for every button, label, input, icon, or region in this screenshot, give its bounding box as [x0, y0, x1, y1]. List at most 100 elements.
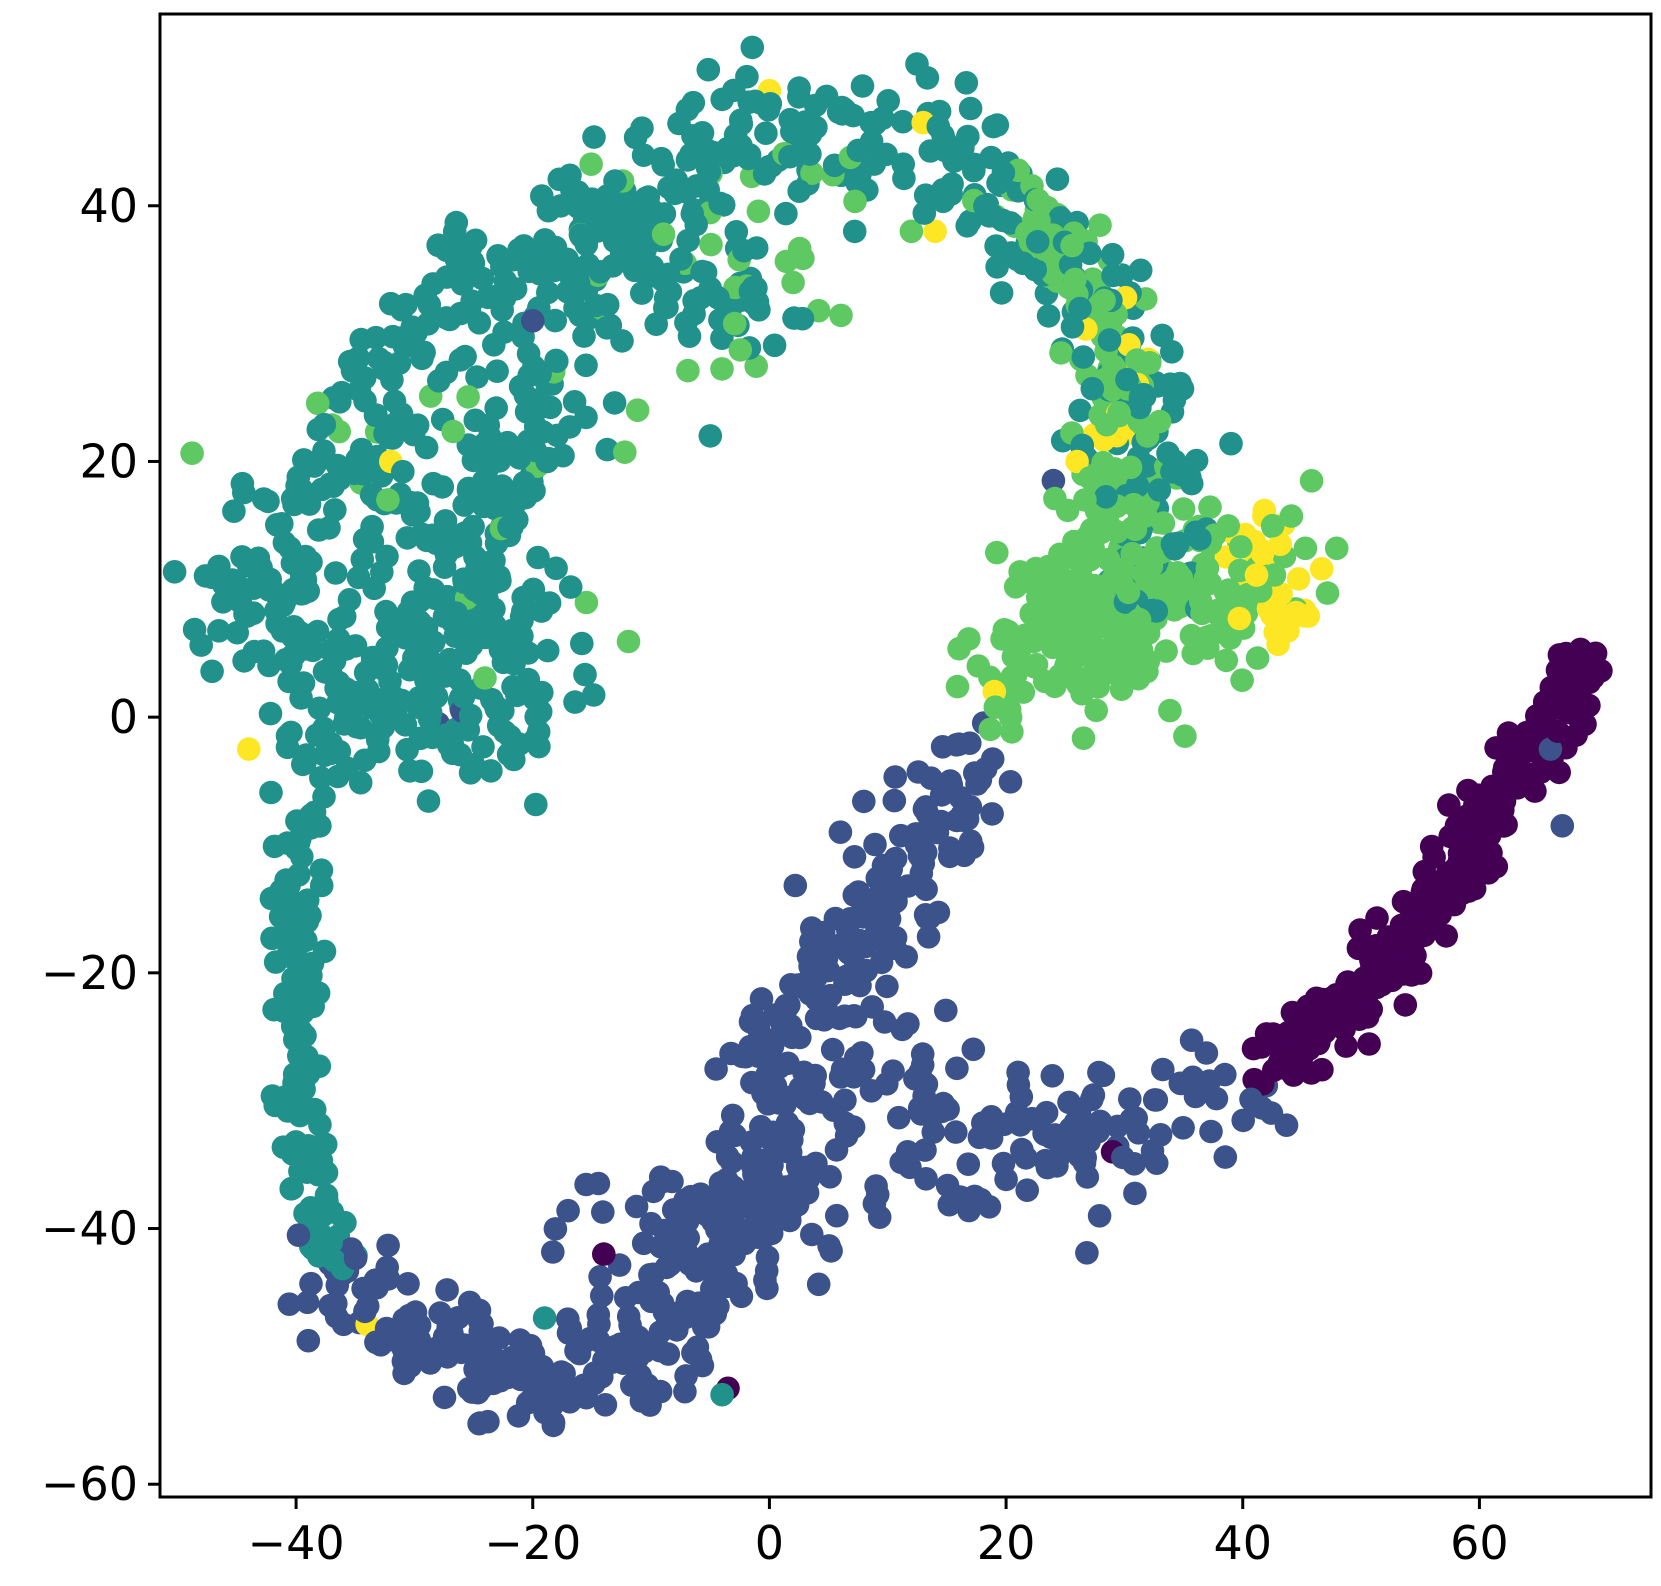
data-point	[277, 669, 301, 694]
data-point	[1244, 563, 1269, 587]
data-point	[180, 441, 204, 466]
data-point	[1465, 850, 1489, 875]
data-point	[681, 90, 706, 115]
data-point	[480, 622, 504, 646]
data-point	[669, 247, 693, 271]
data-point	[787, 179, 811, 203]
data-point	[1063, 267, 1087, 292]
data-point	[455, 254, 479, 279]
data-point	[314, 1183, 339, 1208]
data-point	[1047, 663, 1072, 688]
data-point	[644, 312, 668, 337]
data-point	[968, 768, 993, 792]
data-point	[1496, 721, 1521, 745]
data-point	[375, 544, 399, 569]
data-point	[799, 929, 823, 954]
data-point	[945, 674, 970, 699]
data-point	[826, 100, 851, 124]
data-point	[1188, 589, 1213, 614]
data-point	[985, 540, 1009, 565]
data-point	[288, 1159, 312, 1184]
data-point	[806, 1272, 831, 1297]
data-point	[558, 575, 583, 599]
data-point	[674, 310, 698, 335]
data-point	[588, 1265, 612, 1289]
data-point	[842, 219, 867, 244]
data-point	[1065, 449, 1089, 474]
data-point	[305, 723, 329, 747]
data-point	[572, 324, 596, 348]
data-point	[1075, 1165, 1100, 1189]
data-point	[1214, 648, 1239, 673]
data-point	[523, 438, 548, 463]
x-tick-label: 60	[1450, 1516, 1509, 1570]
data-point	[312, 939, 337, 964]
data-point	[453, 344, 477, 369]
data-point	[979, 1126, 1004, 1150]
data-point	[722, 311, 747, 336]
data-point	[1125, 474, 1150, 498]
data-point	[1118, 1087, 1142, 1111]
data-point	[1171, 497, 1196, 521]
data-point	[615, 226, 640, 251]
data-point	[639, 197, 663, 221]
y-tick-label: −20	[41, 946, 138, 1000]
data-point	[530, 1354, 555, 1379]
data-point	[929, 809, 954, 834]
data-point	[1538, 737, 1563, 761]
data-point	[923, 219, 947, 244]
data-point	[1100, 242, 1125, 267]
data-point	[676, 358, 700, 383]
data-point	[1092, 288, 1116, 313]
data-point	[392, 334, 417, 359]
data-point	[1094, 485, 1118, 509]
data-point	[1412, 859, 1437, 884]
data-point	[541, 1410, 566, 1435]
data-point	[639, 1211, 663, 1236]
data-point	[582, 125, 606, 149]
data-point	[542, 1377, 566, 1402]
data-point	[281, 643, 305, 668]
data-point	[1068, 398, 1092, 423]
data-point	[504, 490, 528, 515]
data-point	[1235, 583, 1260, 607]
data-point	[556, 1198, 580, 1223]
data-point	[701, 1185, 725, 1210]
data-point	[863, 832, 887, 857]
data-point	[1036, 304, 1061, 328]
data-point	[524, 705, 548, 729]
data-point	[824, 1138, 849, 1162]
data-point	[1154, 639, 1178, 663]
data-point	[1376, 925, 1400, 949]
data-point	[306, 518, 331, 542]
data-point	[1292, 604, 1316, 628]
data-point	[323, 498, 347, 522]
data-point	[388, 412, 413, 436]
data-point	[1147, 478, 1172, 502]
data-point	[1181, 1065, 1205, 1090]
data-point	[481, 1371, 506, 1396]
data-point	[440, 741, 465, 766]
data-point	[1084, 698, 1108, 723]
data-point	[1393, 993, 1418, 1017]
data-point	[293, 566, 317, 590]
data-point	[287, 863, 311, 887]
data-point	[684, 1259, 708, 1283]
data-point	[1169, 565, 1194, 590]
data-point	[746, 1016, 771, 1041]
data-point	[268, 904, 293, 929]
data-point	[1120, 516, 1145, 540]
x-tick-label: −20	[484, 1516, 581, 1570]
data-point	[708, 191, 732, 216]
data-point	[913, 1138, 937, 1162]
data-point	[1217, 578, 1241, 602]
data-point	[758, 92, 783, 116]
data-point	[842, 845, 867, 869]
data-point	[823, 906, 848, 931]
data-point	[1245, 646, 1270, 670]
data-point	[1060, 315, 1085, 339]
data-point	[674, 1240, 699, 1265]
data-point	[497, 515, 521, 539]
data-point	[296, 1328, 321, 1353]
